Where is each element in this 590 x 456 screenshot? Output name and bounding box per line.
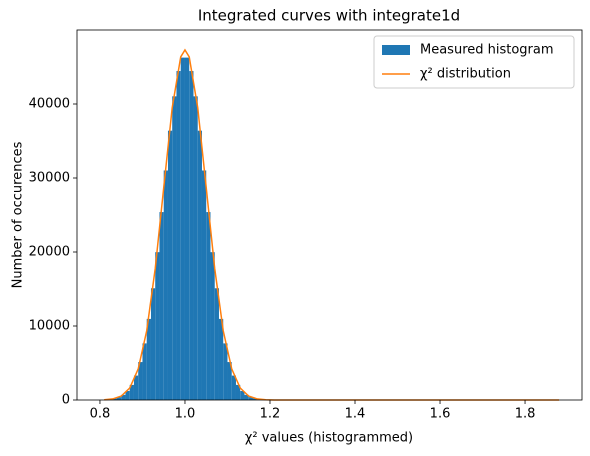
legend-box bbox=[373, 35, 575, 89]
histogram-bar bbox=[163, 170, 168, 400]
y-tick-label: 10000 bbox=[29, 319, 70, 334]
histogram-bar bbox=[116, 397, 122, 400]
histogram-bar bbox=[159, 212, 164, 400]
histogram-bar bbox=[189, 71, 194, 400]
x-tick-label: 1.6 bbox=[430, 407, 451, 422]
histogram-bar bbox=[244, 394, 249, 400]
histogram-bar bbox=[231, 375, 236, 400]
y-tick-label: 20000 bbox=[29, 245, 70, 260]
histogram-bar bbox=[172, 96, 177, 400]
y-tick-label: 30000 bbox=[29, 171, 70, 186]
histogram-bar bbox=[206, 212, 211, 400]
histogram-bar bbox=[138, 362, 143, 400]
histogram-bar bbox=[176, 71, 181, 400]
histogram-bar bbox=[142, 343, 147, 400]
x-tick-label: 1.8 bbox=[515, 407, 536, 422]
plot-frame bbox=[76, 29, 583, 401]
histogram-bar bbox=[252, 398, 258, 400]
histogram-bar bbox=[193, 96, 198, 400]
y-tick-label: 40000 bbox=[29, 97, 70, 112]
x-axis-label: χ² values (histogrammed) bbox=[245, 431, 413, 446]
histogram-bar bbox=[214, 288, 219, 400]
histogram-bar bbox=[129, 384, 134, 400]
histogram-bar bbox=[248, 397, 253, 400]
histogram-bar bbox=[125, 391, 130, 400]
histogram-bar bbox=[240, 391, 245, 400]
y-tick-label: 0 bbox=[62, 393, 70, 408]
legend-label: χ² distribution bbox=[420, 67, 511, 82]
x-tick-label: 1.0 bbox=[175, 407, 196, 422]
x-tick-label: 0.8 bbox=[90, 407, 111, 422]
x-tick-label: 1.2 bbox=[260, 407, 281, 422]
histogram-bar bbox=[184, 57, 190, 401]
chart-title: Integrated curves with integrate1d bbox=[198, 7, 460, 25]
histogram-bar bbox=[112, 398, 117, 400]
histogram-bar bbox=[133, 375, 139, 400]
histogram-bar bbox=[155, 252, 160, 400]
histogram-bar bbox=[201, 170, 207, 400]
histogram-bar bbox=[218, 318, 224, 400]
histogram-bar bbox=[167, 130, 173, 400]
histogram-bar bbox=[150, 288, 156, 400]
y-axis-label: Number of occurences bbox=[11, 141, 26, 288]
x-tick-label: 1.4 bbox=[345, 407, 366, 422]
histogram-bar bbox=[223, 343, 228, 400]
legend-label: Measured histogram bbox=[420, 43, 554, 58]
histogram-bar bbox=[146, 318, 151, 400]
histogram-bar bbox=[197, 130, 202, 400]
histogram-bar bbox=[121, 394, 126, 400]
histogram-bar bbox=[235, 384, 241, 400]
histogram-bar bbox=[227, 362, 232, 400]
legend-swatch bbox=[382, 45, 410, 55]
histogram-bar bbox=[210, 252, 215, 400]
histogram-bar bbox=[180, 57, 185, 401]
